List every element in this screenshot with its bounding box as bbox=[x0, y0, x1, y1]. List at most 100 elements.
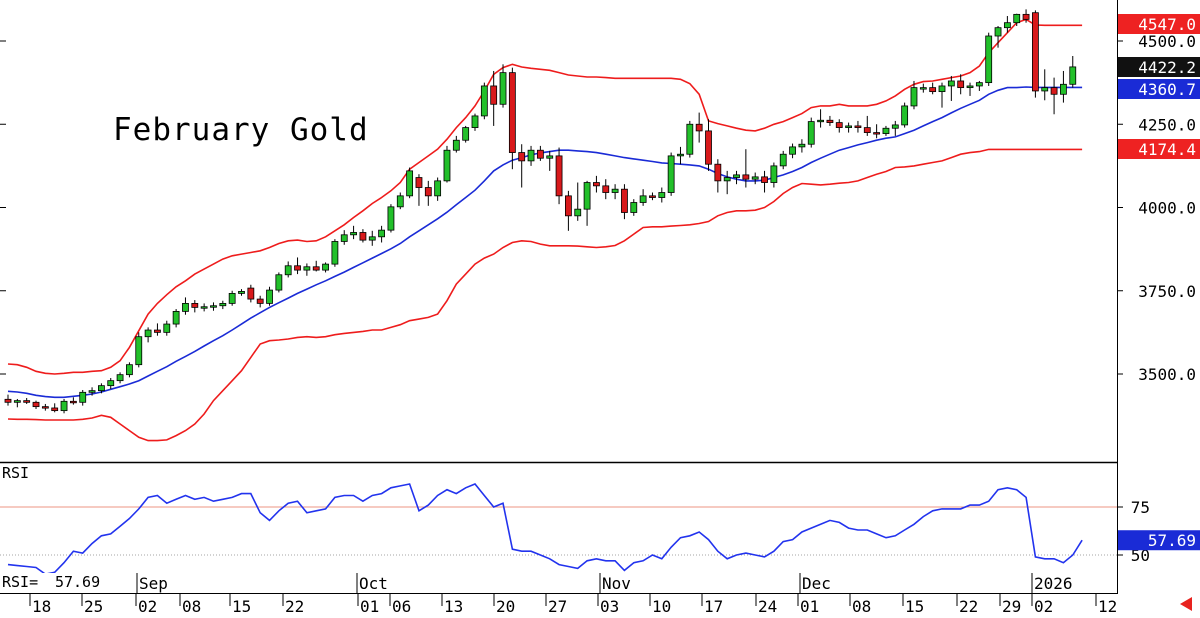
candle-body-up bbox=[228, 293, 236, 304]
candle-body-up bbox=[919, 87, 927, 90]
candle bbox=[144, 327, 152, 343]
day-label: 02 bbox=[138, 597, 157, 616]
candle bbox=[13, 398, 21, 408]
candle-body-up bbox=[331, 241, 339, 265]
candle-body-up bbox=[639, 195, 647, 203]
candle-body-up bbox=[751, 176, 759, 180]
candle bbox=[452, 135, 460, 153]
day-label: 17 bbox=[704, 597, 723, 616]
day-label: 24 bbox=[758, 597, 777, 616]
candle-body-down bbox=[424, 187, 432, 197]
candle bbox=[705, 119, 712, 171]
candle-body-up bbox=[1003, 22, 1011, 29]
candle bbox=[163, 320, 171, 336]
candle-body-down bbox=[929, 87, 937, 93]
candle-body-up bbox=[994, 27, 1002, 37]
candle-body-up bbox=[88, 390, 96, 393]
candle-body-up bbox=[667, 155, 675, 193]
candlestick-series bbox=[4, 9, 1077, 414]
rsi-readout: RSI= 57.69 bbox=[2, 573, 101, 591]
candle-body-down bbox=[555, 155, 563, 197]
candle bbox=[434, 177, 442, 201]
candle-body-up bbox=[387, 206, 395, 231]
candle-body-up bbox=[275, 274, 283, 291]
chart-title: February Gold bbox=[113, 112, 369, 148]
candle-body-down bbox=[714, 163, 722, 182]
candle-body-up bbox=[266, 289, 273, 304]
candle bbox=[658, 187, 666, 203]
candle-body-up bbox=[126, 364, 133, 376]
month-label: Dec bbox=[802, 574, 831, 593]
candle bbox=[116, 372, 124, 384]
candle bbox=[471, 113, 479, 131]
rsi-reference-lines bbox=[0, 506, 1117, 556]
candle-body-down bbox=[761, 176, 768, 183]
candle-body-up bbox=[219, 303, 227, 307]
candle-body-down bbox=[742, 174, 750, 180]
time-axis: Sep Oct Nov Dec 2026 18 25 02 08 15 22 01 06 13 20 27 03… bbox=[29, 573, 1117, 616]
candle-body-down bbox=[490, 85, 498, 105]
candle bbox=[228, 290, 236, 306]
candle-body-down bbox=[191, 303, 199, 308]
candle-body-up bbox=[845, 125, 852, 128]
candle bbox=[443, 145, 451, 183]
candle-body-up bbox=[891, 124, 899, 129]
candle bbox=[835, 119, 843, 133]
candle bbox=[79, 389, 87, 406]
candle-body-up bbox=[350, 232, 357, 236]
candle-body-up bbox=[686, 123, 694, 155]
candle-body-down bbox=[602, 185, 610, 193]
last-price-badge bbox=[1118, 57, 1200, 77]
candle bbox=[182, 297, 189, 315]
candle bbox=[742, 149, 750, 188]
candle-body-up bbox=[1013, 13, 1021, 24]
candle bbox=[910, 80, 918, 110]
candle-body-down bbox=[32, 401, 40, 408]
candle bbox=[88, 387, 96, 396]
candle bbox=[1013, 13, 1021, 27]
candle-body-up bbox=[733, 174, 740, 178]
candle-body-up bbox=[163, 323, 171, 333]
candle bbox=[98, 383, 105, 394]
candle bbox=[536, 145, 544, 161]
candle-body-down bbox=[705, 130, 712, 165]
candle-body-down bbox=[565, 195, 572, 217]
candle-body-up bbox=[910, 87, 918, 107]
candle-body-up bbox=[975, 82, 983, 87]
candle-body-up bbox=[471, 115, 479, 128]
lower-band-badge bbox=[1118, 139, 1200, 159]
candle bbox=[387, 204, 395, 233]
candle-body-down bbox=[41, 406, 49, 409]
candle bbox=[378, 225, 386, 243]
candle bbox=[854, 120, 862, 133]
candle-body-up bbox=[378, 229, 386, 238]
candle bbox=[593, 175, 600, 193]
candle bbox=[667, 152, 675, 196]
candle-body-up bbox=[13, 400, 21, 403]
candle-body-up bbox=[574, 208, 582, 217]
candle bbox=[966, 82, 974, 96]
candle bbox=[41, 403, 49, 411]
candle bbox=[154, 323, 161, 336]
candle-body-down bbox=[957, 80, 965, 89]
candle bbox=[4, 394, 12, 406]
candle bbox=[957, 74, 965, 95]
rsi-readout-value: 57.69 bbox=[54, 573, 101, 591]
day-label: 29 bbox=[1002, 597, 1021, 616]
candle bbox=[649, 192, 656, 201]
candle bbox=[770, 162, 778, 188]
candle bbox=[1050, 77, 1058, 115]
candle bbox=[882, 125, 890, 136]
scroll-left-arrow-icon[interactable] bbox=[1180, 597, 1192, 611]
day-label: 22 bbox=[959, 597, 978, 616]
candle-body-up bbox=[938, 85, 946, 93]
candle bbox=[975, 80, 983, 91]
candle-body-up bbox=[443, 149, 451, 182]
candle-body-down bbox=[695, 123, 703, 132]
candle-body-down bbox=[69, 400, 77, 404]
candle bbox=[172, 309, 180, 328]
candle-body-up bbox=[947, 80, 955, 87]
day-label: 13 bbox=[444, 597, 463, 616]
